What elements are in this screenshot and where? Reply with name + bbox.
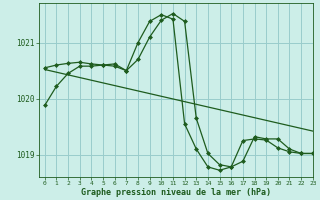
X-axis label: Graphe pression niveau de la mer (hPa): Graphe pression niveau de la mer (hPa)	[81, 188, 271, 197]
